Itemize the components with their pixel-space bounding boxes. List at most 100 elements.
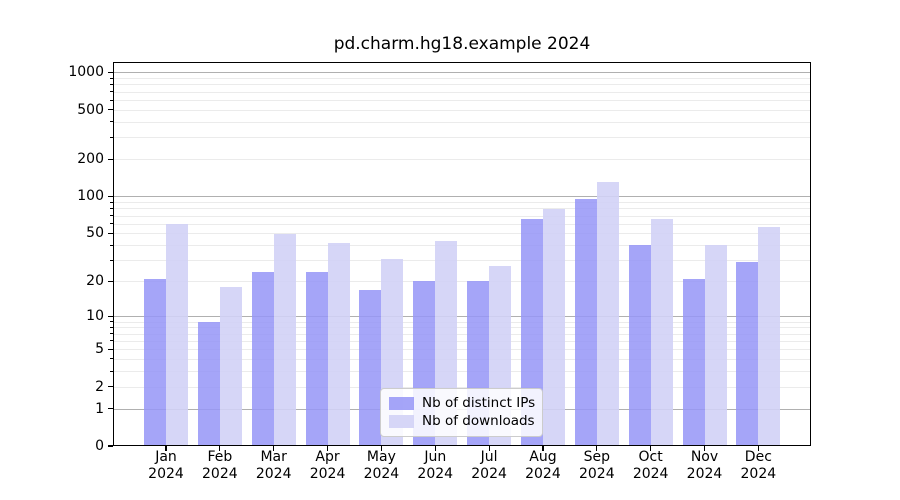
y-axis-tick bbox=[108, 195, 113, 198]
y-axis-minor-tick bbox=[110, 348, 113, 350]
y-axis-tick-label: 0 bbox=[95, 438, 104, 454]
y-axis-tick-label: 100 bbox=[77, 188, 104, 205]
y-axis-tick-label: 500 bbox=[77, 101, 104, 118]
bar-distinct-ips-mar bbox=[251, 271, 274, 446]
x-axis-tick bbox=[380, 446, 382, 451]
gridline-minor bbox=[113, 208, 811, 210]
gridline-minor bbox=[113, 84, 811, 86]
y-axis-tick-label: 1 bbox=[95, 400, 104, 417]
y-axis-minor-tick bbox=[110, 280, 113, 282]
gridline-minor bbox=[113, 245, 811, 247]
x-axis-tick bbox=[326, 446, 329, 451]
x-axis-tick-label: Jun 2024 bbox=[395, 449, 475, 483]
y-axis-minor-tick bbox=[110, 358, 113, 360]
x-tick-year: 2024 bbox=[740, 466, 777, 482]
x-tick-month: Oct bbox=[638, 449, 663, 465]
bar-distinct-ips-oct bbox=[628, 245, 651, 446]
y-axis-minor-tick bbox=[110, 370, 113, 372]
gridline-minor bbox=[113, 233, 811, 235]
x-axis-tick-label: Nov 2024 bbox=[665, 449, 745, 483]
bar-distinct-ips-jan bbox=[144, 278, 166, 446]
x-tick-month: Aug bbox=[529, 449, 557, 465]
y-axis-minor-tick bbox=[110, 99, 113, 101]
x-tick-month: May bbox=[366, 449, 396, 465]
bar-distinct-ips-sep bbox=[574, 198, 597, 446]
gridline-minor bbox=[113, 386, 811, 388]
x-axis-tick bbox=[650, 446, 652, 451]
x-axis-tick-label: Aug 2024 bbox=[503, 449, 583, 483]
x-axis-tick-label: Oct 2024 bbox=[611, 449, 691, 483]
bar-downloads-jan bbox=[166, 223, 188, 446]
x-tick-month: Apr bbox=[315, 449, 340, 465]
bar-distinct-ips-apr bbox=[305, 271, 328, 446]
x-tick-year: 2024 bbox=[363, 466, 400, 482]
y-axis-minor-tick bbox=[110, 326, 113, 328]
x-tick-month: Jul bbox=[480, 449, 498, 465]
y-axis-minor-tick bbox=[110, 121, 113, 123]
x-tick-year: 2024 bbox=[686, 466, 723, 482]
bar-downloads-feb bbox=[219, 286, 242, 446]
bar-downloads-apr bbox=[327, 242, 350, 446]
y-axis-tick bbox=[108, 315, 113, 317]
gridline-minor bbox=[113, 91, 811, 93]
gridline-minor bbox=[113, 121, 811, 123]
y-axis-tick-label: 200 bbox=[77, 151, 104, 168]
gridline-minor bbox=[113, 358, 811, 360]
y-axis-minor-tick bbox=[110, 259, 113, 261]
bar-downloads-aug bbox=[542, 209, 565, 446]
x-axis-tick-label: Sep 2024 bbox=[557, 449, 637, 483]
gridline-minor bbox=[113, 333, 811, 335]
x-axis-tick bbox=[219, 446, 221, 451]
x-tick-year: 2024 bbox=[471, 466, 507, 482]
y-axis-tick-label: 2 bbox=[95, 378, 104, 395]
plot-area bbox=[113, 62, 811, 446]
legend-label-downloads: Nb of downloads bbox=[422, 413, 535, 430]
bar-distinct-ips-dec bbox=[736, 262, 759, 446]
gridline-minor bbox=[113, 159, 811, 161]
y-axis-tick bbox=[108, 407, 113, 410]
bar-distinct-ips-feb bbox=[197, 321, 220, 446]
y-axis-minor-tick bbox=[110, 215, 113, 217]
y-axis-tick-label: 50 bbox=[86, 225, 104, 242]
gridline-minor bbox=[113, 371, 811, 373]
x-axis-tick bbox=[165, 446, 167, 451]
x-axis-tick bbox=[596, 446, 598, 451]
y-axis-minor-tick bbox=[110, 201, 113, 203]
bar-distinct-ips-nov bbox=[682, 278, 705, 446]
y-axis-minor-tick bbox=[110, 232, 113, 234]
x-axis-tick bbox=[757, 446, 759, 451]
bar-distinct-ips-may bbox=[359, 289, 382, 446]
x-axis-tick bbox=[434, 446, 436, 451]
legend-swatch-distinct-ips bbox=[389, 396, 414, 410]
y-axis-minor-tick bbox=[110, 207, 113, 209]
x-tick-year: 2024 bbox=[525, 466, 561, 482]
gridline-minor bbox=[113, 327, 811, 329]
y-axis-minor-tick bbox=[110, 223, 113, 225]
gridline-minor bbox=[113, 202, 811, 204]
gridline-minor bbox=[113, 349, 811, 351]
x-axis-tick bbox=[488, 446, 490, 451]
y-axis-tick-label: 20 bbox=[86, 273, 104, 290]
y-axis-minor-tick bbox=[110, 83, 113, 85]
x-tick-year: 2024 bbox=[255, 466, 292, 482]
x-tick-month: Mar bbox=[260, 449, 287, 465]
gridline-minor bbox=[113, 137, 811, 139]
bar-downloads-dec bbox=[758, 227, 781, 446]
y-axis-tick-label: 1000 bbox=[68, 64, 104, 81]
gridline-major bbox=[113, 196, 811, 198]
y-axis-minor-tick bbox=[110, 77, 113, 79]
x-tick-year: 2024 bbox=[148, 466, 184, 482]
bar-downloads-mar bbox=[273, 234, 296, 446]
x-tick-month: Jun bbox=[424, 449, 447, 465]
gridline-major bbox=[113, 316, 811, 318]
gridline-minor bbox=[113, 78, 811, 80]
y-axis-minor-tick bbox=[110, 91, 113, 93]
x-axis-tick bbox=[542, 446, 544, 451]
x-axis-tick-label: Jul 2024 bbox=[449, 449, 529, 483]
x-tick-year: 2024 bbox=[578, 466, 615, 482]
x-axis-tick bbox=[273, 446, 275, 451]
legend-item-distinct-ips: Nb of distinct IPs bbox=[389, 395, 535, 412]
x-tick-month: Feb bbox=[207, 449, 233, 465]
x-tick-year: 2024 bbox=[417, 466, 454, 482]
